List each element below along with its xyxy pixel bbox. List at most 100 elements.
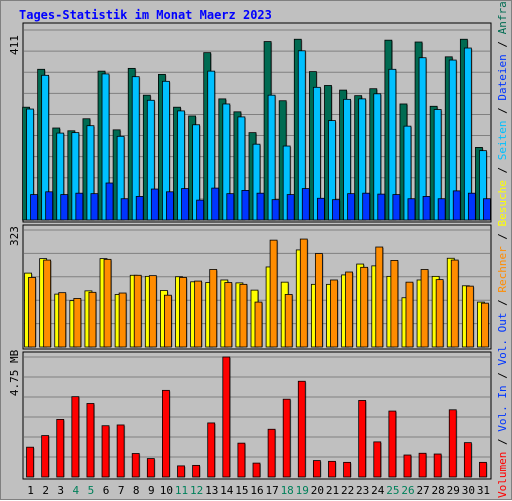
bar-dateien xyxy=(56,132,65,221)
bar-seiten xyxy=(483,198,491,221)
bar-dateien xyxy=(312,86,321,221)
bar-seiten xyxy=(286,194,295,221)
x-tick-label: 26 xyxy=(401,484,414,497)
x-tick-label: 31 xyxy=(477,484,490,497)
bar-rechner xyxy=(390,260,399,348)
bar-dateien xyxy=(373,93,382,221)
bar-rechner xyxy=(43,259,52,348)
bar-volumen xyxy=(403,454,412,478)
bar-dateien xyxy=(282,145,291,221)
legend-entry: / xyxy=(496,160,509,180)
bar-volumen xyxy=(207,422,216,478)
x-tick-label: 3 xyxy=(57,484,64,497)
bar-volumen xyxy=(463,442,472,478)
x-tick-label: 16 xyxy=(250,484,263,497)
x-tick-label: 13 xyxy=(205,484,218,497)
bar-rechner xyxy=(239,283,248,348)
panel-volume-max-label: 4.75 MB xyxy=(8,349,21,396)
legend-entry: / xyxy=(496,366,509,386)
bar-volumen xyxy=(418,452,427,478)
x-tick-label: 23 xyxy=(356,484,369,497)
bar-dateien xyxy=(101,73,110,221)
x-tick-label: 17 xyxy=(265,484,278,497)
bar-dateien xyxy=(418,57,427,221)
bar-rechner xyxy=(465,285,474,348)
bar-seiten xyxy=(256,192,265,221)
bar-rechner xyxy=(88,291,97,348)
bar-seiten xyxy=(362,192,371,221)
bar-seiten xyxy=(241,190,250,221)
bar-rechner xyxy=(148,275,157,348)
bar-dateien xyxy=(116,135,125,221)
bar-volumen xyxy=(358,400,367,478)
legend-entry: Seiten xyxy=(496,120,509,160)
bar-seiten xyxy=(332,199,340,221)
x-tick-label: 12 xyxy=(190,484,203,497)
bar-volumen xyxy=(267,428,276,478)
bar-seiten xyxy=(452,190,461,221)
bar-volumen xyxy=(192,464,201,478)
legend-entry: / xyxy=(496,432,509,452)
bar-volumen xyxy=(26,446,34,478)
bar-rechner xyxy=(375,246,384,348)
x-tick-label: 30 xyxy=(462,484,475,497)
bar-dateien xyxy=(86,125,95,221)
bar-dateien xyxy=(162,80,170,221)
bar-dateien xyxy=(177,110,185,221)
bar-dateien xyxy=(448,59,457,221)
bar-volumen xyxy=(222,356,231,478)
bar-dateien xyxy=(358,98,367,221)
bar-dateien xyxy=(71,132,80,221)
bar-rechner xyxy=(269,239,278,348)
legend-entry: Vol. In xyxy=(496,385,509,431)
bar-dateien xyxy=(222,103,231,221)
bar-rechner xyxy=(224,282,233,348)
bar-dateien xyxy=(328,120,336,221)
x-tick-label: 6 xyxy=(103,484,110,497)
bar-dateien xyxy=(146,99,155,221)
x-tick-label: 20 xyxy=(311,484,324,497)
bar-dateien xyxy=(267,94,276,221)
bar-seiten xyxy=(60,194,69,221)
bar-rechner xyxy=(194,280,203,348)
bar-dateien xyxy=(388,68,397,221)
x-tick-label: 7 xyxy=(118,484,125,497)
bar-rechner xyxy=(28,277,36,348)
bar-rechner xyxy=(284,294,293,348)
bar-seiten xyxy=(166,191,174,221)
bar-seiten xyxy=(150,188,159,221)
chart-title: Tages-Statistik im Monat Maerz 2023 xyxy=(19,8,272,22)
legend-entry: Vol. Out xyxy=(496,313,509,366)
bar-dateien xyxy=(297,50,306,221)
legend-entry: Besuche xyxy=(496,180,509,226)
bar-dateien xyxy=(343,98,351,221)
bar-volumen xyxy=(297,380,306,478)
bar-volumen xyxy=(146,458,155,478)
x-tick-label: 4 xyxy=(73,484,80,497)
bar-seiten xyxy=(347,193,355,221)
bar-seiten xyxy=(467,192,476,221)
bar-volumen xyxy=(162,389,170,478)
bar-seiten xyxy=(407,198,416,221)
series-legend: Volumen / Vol. In / Vol. Out / Rechner /… xyxy=(496,1,509,498)
bar-seiten xyxy=(45,191,54,221)
bar-volumen xyxy=(71,396,80,478)
bar-dateien xyxy=(479,150,487,221)
x-tick-label: 11 xyxy=(175,484,188,497)
bar-volumen xyxy=(131,453,140,478)
bar-seiten xyxy=(422,196,431,221)
bar-rechner xyxy=(405,281,414,348)
x-tick-label: 8 xyxy=(133,484,140,497)
bar-volumen xyxy=(433,453,442,478)
legend-entry: / xyxy=(496,101,509,121)
bar-rechner xyxy=(360,266,369,348)
bar-volumen xyxy=(41,435,50,478)
bar-dateien xyxy=(403,125,412,221)
bar-seiten xyxy=(226,193,235,221)
bar-volumen xyxy=(479,461,487,478)
legend-entry: Volumen xyxy=(496,452,509,498)
bar-volumen xyxy=(177,465,185,478)
bar-rechner xyxy=(299,238,308,348)
